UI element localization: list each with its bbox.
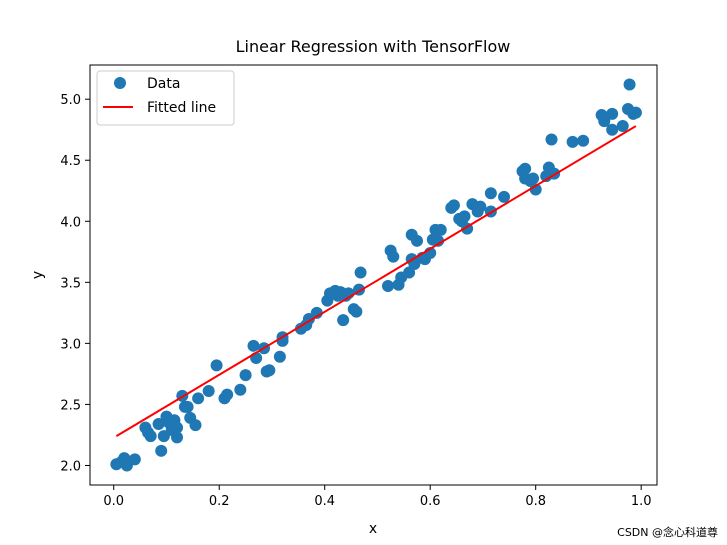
- x-tick-label: 0.2: [209, 494, 230, 509]
- x-tick-label: 0.8: [525, 494, 546, 509]
- data-point: [273, 350, 286, 363]
- data-point: [484, 187, 497, 200]
- data-point: [152, 417, 165, 430]
- data-point: [606, 123, 619, 136]
- x-axis-label: x: [369, 521, 377, 537]
- data-point: [432, 234, 445, 247]
- data-point: [498, 190, 511, 203]
- legend-label-fitted-line: Fitted line: [147, 100, 216, 116]
- legend: Data Fitted line: [96, 70, 235, 126]
- data-point: [566, 135, 579, 148]
- y-tick-label: 5.0: [60, 93, 81, 108]
- data-point: [181, 400, 194, 413]
- data-point: [519, 162, 532, 175]
- y-tick-label: 4.0: [60, 215, 81, 230]
- x-tick-label: 1.0: [631, 494, 652, 509]
- data-point: [629, 106, 642, 119]
- fitted-line: [115, 125, 637, 438]
- y-axis-label: y: [30, 271, 46, 279]
- data-point: [189, 419, 202, 432]
- data-point: [247, 339, 260, 352]
- data-point: [382, 279, 395, 292]
- ticks: 0.0 0.2 0.4 0.6 0.8 1.0 2.0 2.5 3.0 3.5 4.0 4.5 5.0: [60, 93, 651, 509]
- data-point: [144, 430, 157, 443]
- data-point: [234, 383, 247, 396]
- data-point: [545, 133, 558, 146]
- data-point: [527, 172, 540, 185]
- y-tick-label: 2.5: [60, 398, 81, 413]
- data-point: [263, 364, 276, 377]
- y-tick-label: 4.5: [60, 154, 81, 169]
- chart-title: Linear Regression with TensorFlow: [236, 37, 511, 56]
- data-point: [128, 453, 141, 466]
- data-point: [616, 120, 629, 133]
- data-point: [577, 134, 590, 147]
- data-point: [350, 305, 363, 318]
- data-point: [354, 266, 367, 279]
- data-point: [458, 210, 471, 223]
- data-point: [387, 250, 400, 263]
- legend-marker-data: [114, 77, 126, 89]
- data-point: [598, 115, 611, 128]
- legend-box: [96, 70, 235, 126]
- watermark: CSDN @念心科道尊: [617, 525, 718, 539]
- x-tick-label: 0.0: [103, 494, 124, 509]
- data-point: [171, 421, 184, 434]
- y-tick-label: 3.0: [60, 337, 81, 352]
- axes-frame: [89, 64, 658, 486]
- data-point: [337, 314, 350, 327]
- data-point: [434, 223, 447, 236]
- data-point: [606, 107, 619, 120]
- data-point: [210, 359, 223, 372]
- data-point: [447, 199, 460, 212]
- legend-label-data: Data: [147, 76, 180, 92]
- y-tick-label: 3.5: [60, 276, 81, 291]
- plot-area: [110, 78, 642, 472]
- data-point: [411, 234, 424, 247]
- data-point: [155, 444, 168, 457]
- data-point: [171, 431, 184, 444]
- data-point: [221, 388, 234, 401]
- data-point: [474, 200, 487, 213]
- x-tick-label: 0.4: [314, 494, 335, 509]
- data-point: [239, 369, 252, 382]
- data-point: [192, 392, 205, 405]
- y-tick-label: 2.0: [60, 459, 81, 474]
- data-point: [623, 78, 636, 91]
- data-point: [202, 384, 215, 397]
- x-tick-label: 0.6: [420, 494, 441, 509]
